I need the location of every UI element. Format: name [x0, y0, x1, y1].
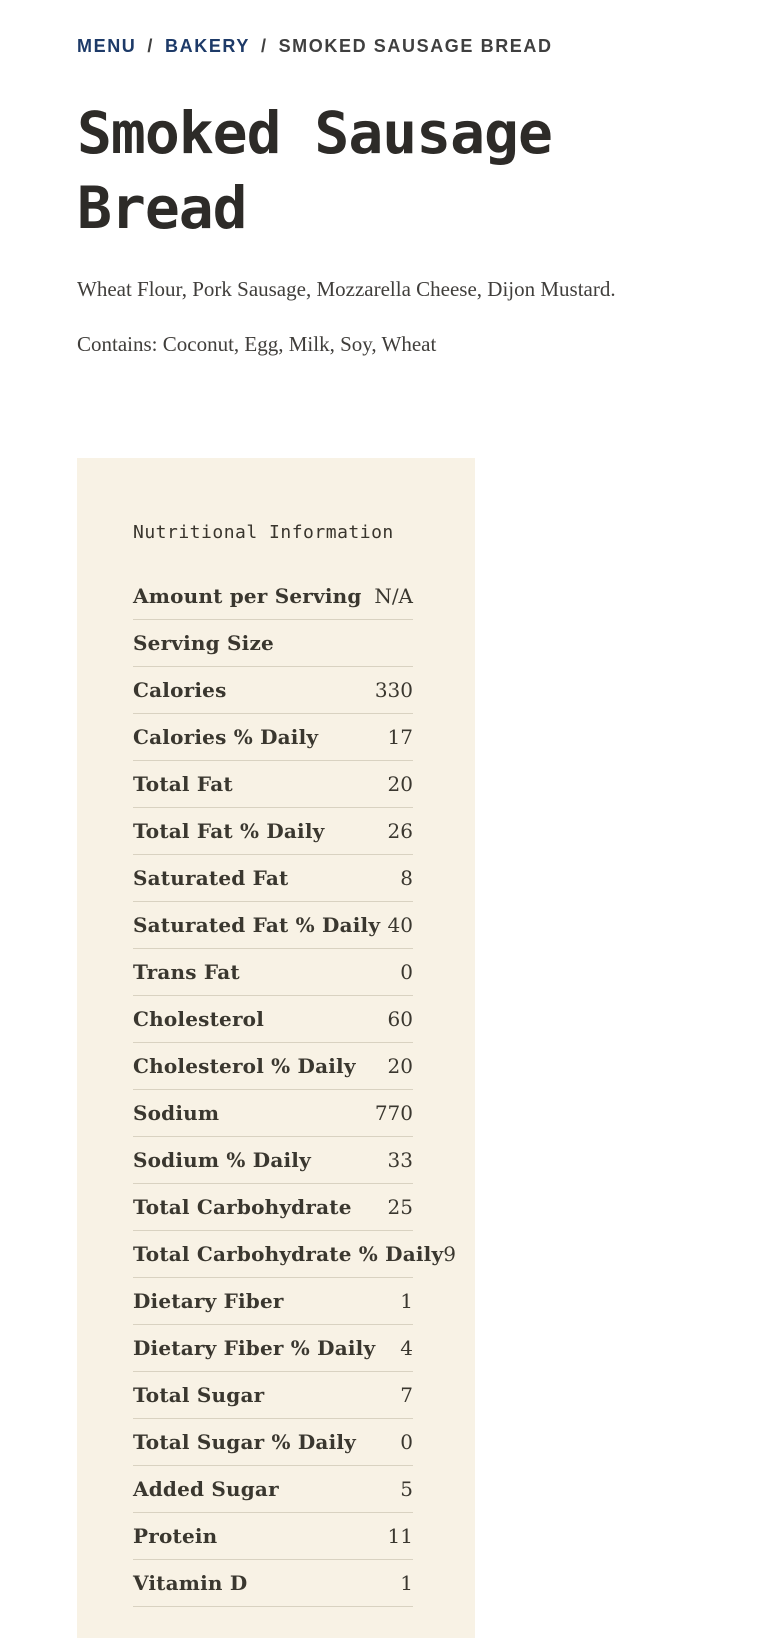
- nutrition-row: Calories 330: [133, 667, 413, 714]
- nutrition-label: Sodium % Daily: [133, 1148, 311, 1172]
- nutrition-value: 20: [387, 1054, 413, 1078]
- nutrition-value: 9: [443, 1242, 457, 1266]
- nutrition-row: Calories % Daily 17: [133, 714, 413, 761]
- nutrition-label: Dietary Fiber % Daily: [133, 1336, 376, 1360]
- breadcrumb-link-menu[interactable]: MENU: [77, 36, 137, 56]
- nutrition-label: Calories: [133, 678, 227, 702]
- nutrition-label: Dietary Fiber: [133, 1289, 284, 1313]
- nutrition-row: Protein 11: [133, 1513, 413, 1560]
- nutrition-label: Saturated Fat % Daily: [133, 913, 381, 937]
- nutrition-label: Total Sugar % Daily: [133, 1430, 356, 1454]
- nutrition-row: Trans Fat 0: [133, 949, 413, 996]
- nutrition-value: 1: [400, 1571, 413, 1595]
- nutrition-value: 11: [387, 1524, 413, 1548]
- nutrition-value: 4: [400, 1336, 413, 1360]
- nutrition-label: Vitamin D: [133, 1571, 248, 1595]
- nutrition-row: Saturated Fat 8: [133, 855, 413, 902]
- nutrition-label: Total Fat: [133, 772, 233, 796]
- nutrition-label: Amount per Serving: [133, 584, 362, 608]
- nutrition-label: Total Fat % Daily: [133, 819, 325, 843]
- breadcrumb-separator: /: [147, 36, 155, 56]
- nutrition-row: Serving Size: [133, 620, 413, 667]
- nutrition-label: Total Carbohydrate % Daily: [133, 1242, 444, 1266]
- nutrition-card: Nutritional Information Amount per Servi…: [77, 458, 475, 1638]
- breadcrumb-link-bakery[interactable]: BAKERY: [165, 36, 250, 56]
- nutrition-row: Sodium 770: [133, 1090, 413, 1137]
- nutrition-label: Trans Fat: [133, 960, 240, 984]
- nutrition-value: 60: [387, 1007, 413, 1031]
- nutrition-value: 8: [400, 866, 413, 890]
- nutrition-label: Serving Size: [133, 631, 274, 655]
- nutrition-heading: Nutritional Information: [133, 522, 394, 543]
- nutrition-row: Saturated Fat % Daily 40: [133, 902, 413, 949]
- allergens-text: Contains: Coconut, Egg, Milk, Soy, Wheat: [77, 332, 437, 356]
- nutrition-row: Dietary Fiber % Daily 4: [133, 1325, 413, 1372]
- nutrition-value: 7: [400, 1383, 413, 1407]
- nutrition-row: Total Carbohydrate % Daily 9: [133, 1231, 456, 1278]
- nutrition-row: Total Carbohydrate 25: [133, 1184, 413, 1231]
- nutrition-value: 770: [374, 1101, 413, 1125]
- nutrition-row: Added Sugar 5: [133, 1466, 413, 1513]
- breadcrumb-separator: /: [260, 36, 268, 56]
- nutrition-row: Vitamin D 1: [133, 1560, 413, 1607]
- nutrition-row: Total Sugar % Daily 0: [133, 1419, 413, 1466]
- nutrition-value: 330: [374, 678, 413, 702]
- nutrition-value: 40: [387, 913, 413, 937]
- breadcrumb: MENU / BAKERY / SMOKED SAUSAGE BREAD: [77, 36, 553, 57]
- nutrition-label: Total Sugar: [133, 1383, 265, 1407]
- page-title: Smoked Sausage Bread: [77, 99, 553, 242]
- ingredients-text: Wheat Flour, Pork Sausage, Mozzarella Ch…: [77, 277, 616, 301]
- nutrition-row: Cholesterol % Daily 20: [133, 1043, 413, 1090]
- nutrition-row: Dietary Fiber 1: [133, 1278, 413, 1325]
- nutrition-value: 33: [387, 1148, 413, 1172]
- nutrition-row: Total Sugar 7: [133, 1372, 413, 1419]
- nutrition-value: 17: [387, 725, 413, 749]
- nutrition-label: Cholesterol % Daily: [133, 1054, 356, 1078]
- nutrition-row: Total Fat % Daily 26: [133, 808, 413, 855]
- nutrition-label: Cholesterol: [133, 1007, 265, 1031]
- nutrition-label: Sodium: [133, 1101, 220, 1125]
- nutrition-value: 0: [400, 1430, 413, 1454]
- nutrition-row: Sodium % Daily 33: [133, 1137, 413, 1184]
- nutrition-value: 25: [387, 1195, 413, 1219]
- nutrition-row: Total Fat 20: [133, 761, 413, 808]
- nutrition-value: 0: [400, 960, 413, 984]
- nutrition-value: 1: [400, 1289, 413, 1313]
- nutrition-value: 26: [387, 819, 413, 843]
- nutrition-table: Amount per Serving N/A Serving Size Calo…: [133, 573, 456, 1607]
- nutrition-label: Added Sugar: [133, 1477, 279, 1501]
- nutrition-row: Amount per Serving N/A: [133, 573, 413, 620]
- nutrition-value: 5: [400, 1477, 413, 1501]
- nutrition-label: Protein: [133, 1524, 218, 1548]
- nutrition-label: Calories % Daily: [133, 725, 319, 749]
- nutrition-value: 20: [387, 772, 413, 796]
- nutrition-label: Total Carbohydrate: [133, 1195, 352, 1219]
- breadcrumb-current: SMOKED SAUSAGE BREAD: [278, 36, 553, 56]
- nutrition-label: Saturated Fat: [133, 866, 289, 890]
- nutrition-value: N/A: [374, 584, 413, 608]
- nutrition-row: Cholesterol 60: [133, 996, 413, 1043]
